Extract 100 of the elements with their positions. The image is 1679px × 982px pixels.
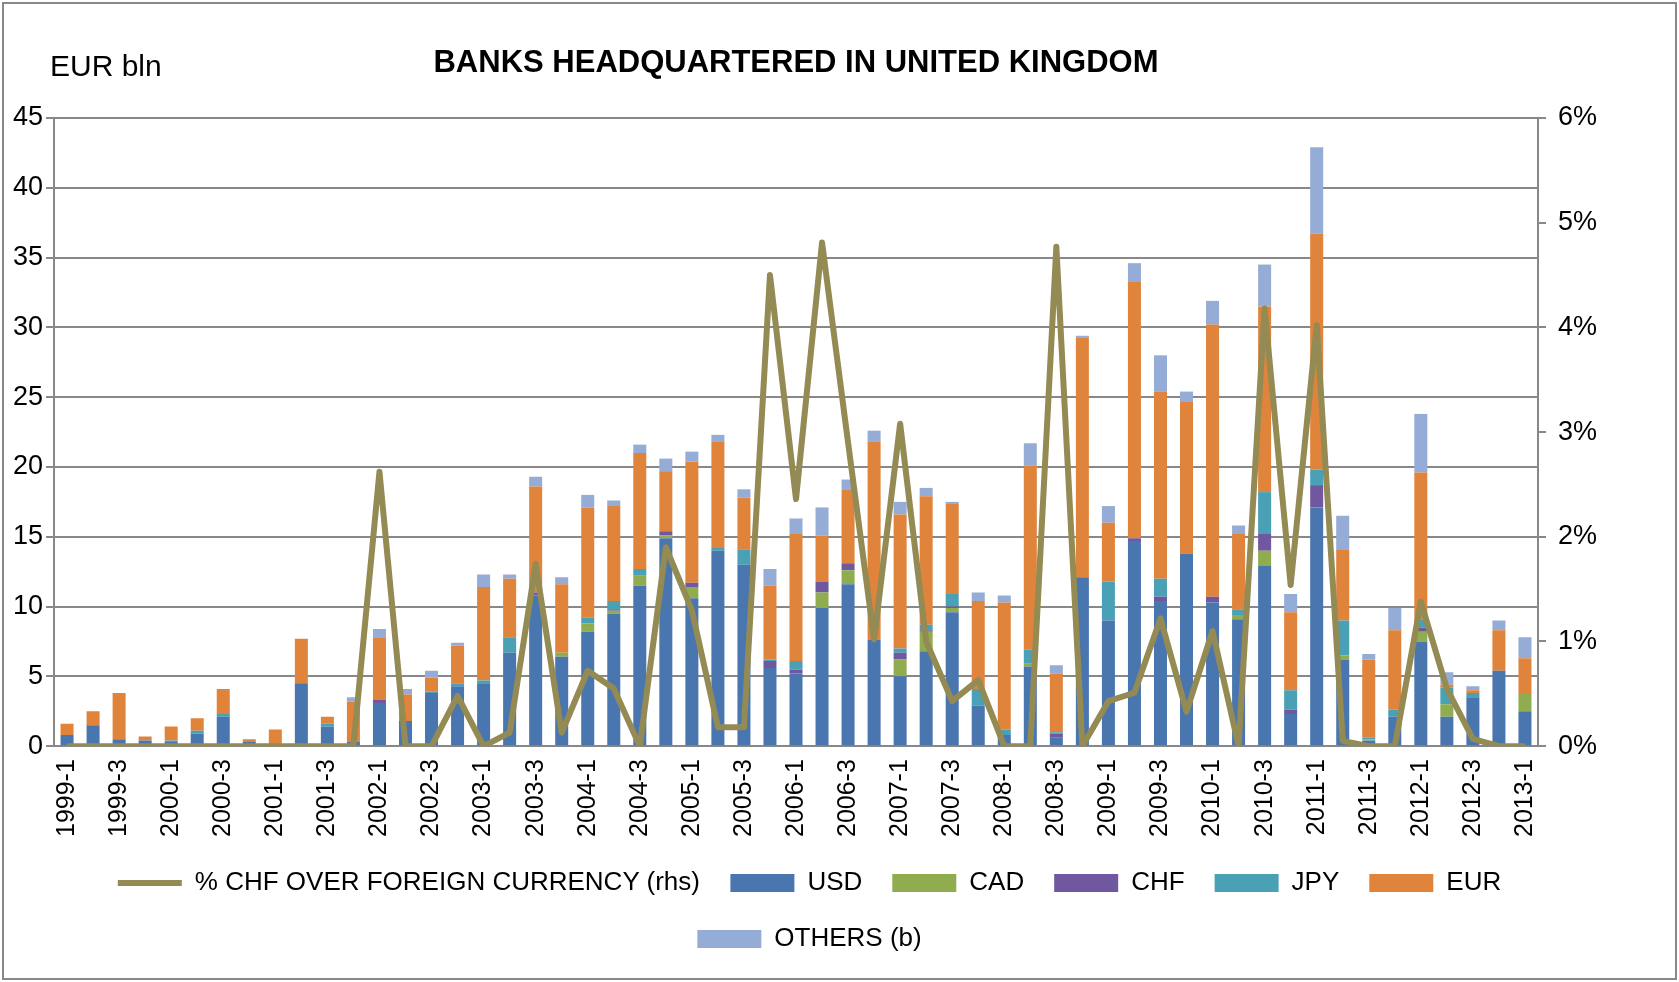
bar bbox=[945, 607, 959, 613]
x-tick-label: 2001-3 bbox=[311, 759, 340, 838]
bar bbox=[1362, 659, 1376, 738]
x-tick-label: 2004-1 bbox=[571, 759, 600, 838]
legend-label: CAD bbox=[969, 866, 1025, 897]
bar bbox=[294, 638, 308, 684]
bar bbox=[1518, 693, 1532, 712]
x-tick-label: 2011-1 bbox=[1300, 759, 1329, 836]
bar bbox=[789, 661, 803, 670]
bar bbox=[1258, 533, 1272, 551]
bar bbox=[1232, 609, 1246, 615]
bar bbox=[529, 595, 543, 746]
bar bbox=[1258, 264, 1272, 307]
bar bbox=[372, 700, 386, 703]
bar bbox=[1492, 630, 1506, 671]
bar bbox=[1440, 716, 1454, 746]
bar bbox=[659, 458, 673, 472]
bar bbox=[451, 683, 465, 687]
bar bbox=[1075, 337, 1089, 578]
bar bbox=[789, 673, 803, 746]
bar bbox=[659, 471, 673, 532]
x-tick-label: 2011-3 bbox=[1352, 759, 1381, 836]
x-tick-label: 2006-3 bbox=[831, 759, 860, 838]
bar bbox=[607, 613, 621, 746]
y-tick-label: 0 bbox=[28, 729, 44, 760]
y-tick-label: 20 bbox=[12, 450, 44, 481]
bar bbox=[1127, 540, 1141, 746]
bar bbox=[763, 661, 777, 668]
y-tick-label: 45 bbox=[12, 101, 44, 132]
legend-label: EUR bbox=[1446, 866, 1502, 897]
bar bbox=[503, 637, 517, 653]
bar bbox=[138, 736, 152, 741]
bar bbox=[789, 533, 803, 662]
bar bbox=[633, 453, 647, 569]
bar bbox=[1492, 620, 1506, 631]
bar bbox=[372, 628, 386, 638]
bar bbox=[737, 497, 751, 550]
bar bbox=[1180, 401, 1194, 554]
bar bbox=[659, 535, 673, 539]
bar bbox=[763, 667, 777, 746]
bar bbox=[60, 723, 74, 735]
bar bbox=[841, 570, 855, 585]
bar bbox=[971, 592, 985, 601]
bar bbox=[1310, 147, 1324, 234]
bar bbox=[86, 725, 100, 746]
bar bbox=[1023, 465, 1037, 650]
bar bbox=[216, 688, 230, 715]
bar bbox=[1466, 686, 1480, 691]
bar bbox=[893, 648, 907, 653]
y-tick-label: 10 bbox=[12, 590, 44, 621]
x-tick-label: 2012-1 bbox=[1404, 759, 1433, 838]
bar bbox=[555, 577, 569, 585]
bar bbox=[1101, 581, 1115, 621]
bar bbox=[945, 612, 959, 746]
bar bbox=[893, 659, 907, 677]
bar bbox=[1466, 693, 1480, 698]
y-tick-label: 25 bbox=[12, 380, 44, 411]
bar bbox=[971, 705, 985, 746]
bar bbox=[685, 461, 699, 583]
bar bbox=[997, 595, 1011, 603]
x-tick-label: 2008-1 bbox=[988, 759, 1017, 838]
bar bbox=[1049, 737, 1063, 746]
bar bbox=[1258, 492, 1272, 534]
x-tick-label: 2013-1 bbox=[1508, 759, 1537, 838]
bar bbox=[711, 434, 725, 442]
bar bbox=[841, 563, 855, 571]
bar bbox=[1310, 485, 1324, 508]
bar bbox=[841, 584, 855, 746]
bar bbox=[841, 489, 855, 564]
bar bbox=[1180, 391, 1194, 402]
bar bbox=[372, 637, 386, 701]
bar bbox=[86, 711, 100, 726]
y2-tick-label: 5% bbox=[1557, 206, 1598, 237]
bar bbox=[1023, 443, 1037, 466]
bar bbox=[1518, 637, 1532, 659]
bar bbox=[685, 451, 699, 462]
bar bbox=[919, 487, 933, 497]
bar bbox=[945, 594, 959, 607]
bar bbox=[1518, 658, 1532, 694]
bar bbox=[294, 683, 308, 746]
y2-tick-label: 1% bbox=[1557, 624, 1598, 655]
bar bbox=[1284, 690, 1298, 710]
bar bbox=[1310, 507, 1324, 746]
bar bbox=[190, 730, 204, 734]
bar bbox=[1206, 300, 1220, 325]
bar bbox=[1049, 733, 1063, 738]
bar bbox=[789, 518, 803, 534]
bar bbox=[1466, 690, 1480, 694]
y-tick-label: 35 bbox=[12, 241, 44, 272]
x-tick-label: 2008-3 bbox=[1040, 759, 1069, 838]
bar bbox=[477, 587, 491, 681]
y-tick-label: 15 bbox=[12, 520, 44, 551]
bar bbox=[763, 568, 777, 586]
x-tick-label: 2007-1 bbox=[884, 759, 913, 838]
bar bbox=[451, 642, 465, 646]
bar bbox=[1153, 391, 1167, 579]
bar bbox=[1101, 506, 1115, 523]
x-tick-label: 2002-3 bbox=[415, 759, 444, 838]
bar bbox=[607, 506, 621, 601]
bar bbox=[1101, 620, 1115, 746]
